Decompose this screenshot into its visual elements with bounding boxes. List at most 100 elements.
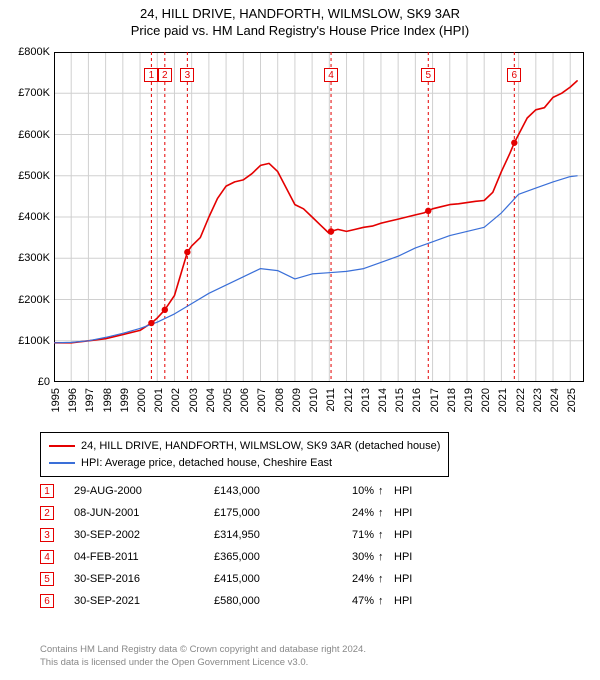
transaction-row: 4 04-FEB-2011£365,00030%↑HPI bbox=[40, 546, 412, 568]
legend-item: HPI: Average price, detached house, Ches… bbox=[49, 455, 440, 472]
y-axis-label: £500K bbox=[18, 170, 50, 182]
up-arrow-icon: ↑ bbox=[378, 551, 394, 563]
transaction-row: 6 30-SEP-2021£580,00047%↑HPI bbox=[40, 590, 412, 612]
x-axis-label: 2017 bbox=[429, 388, 441, 412]
x-axis-label: 2015 bbox=[394, 388, 406, 412]
transaction-price: £365,000 bbox=[214, 551, 314, 563]
footer-line1: Contains HM Land Registry data © Crown c… bbox=[40, 644, 366, 657]
chart: £0£100K£200K£300K£400K£500K£600K£700K£80… bbox=[54, 52, 584, 382]
transaction-row: 2 08-JUN-2001£175,00024%↑HPI bbox=[40, 502, 412, 524]
x-axis-label: 2023 bbox=[532, 388, 544, 412]
x-axis-label: 1995 bbox=[50, 388, 62, 412]
title-subtitle: Price paid vs. HM Land Registry's House … bbox=[0, 23, 600, 40]
transaction-price: £580,000 bbox=[214, 595, 314, 607]
transaction-suffix: HPI bbox=[394, 529, 412, 541]
legend-label: 24, HILL DRIVE, HANDFORTH, WILMSLOW, SK9… bbox=[81, 438, 440, 455]
x-axis-label: 2000 bbox=[136, 388, 148, 412]
x-axis-label: 1999 bbox=[119, 388, 131, 412]
x-axis-label: 2001 bbox=[153, 388, 165, 412]
event-marker: 1 bbox=[144, 68, 158, 82]
legend-swatch bbox=[49, 462, 75, 464]
x-axis-label: 2021 bbox=[497, 388, 509, 412]
x-axis-label: 2009 bbox=[291, 388, 303, 412]
y-axis-label: £600K bbox=[18, 129, 50, 141]
x-axis-label: 2011 bbox=[325, 388, 337, 412]
transaction-delta: 24% bbox=[314, 573, 378, 585]
up-arrow-icon: ↑ bbox=[378, 595, 394, 607]
transactions-table: 129-AUG-2000£143,00010%↑HPI208-JUN-2001£… bbox=[40, 480, 412, 612]
x-axis-label: 2022 bbox=[515, 388, 527, 412]
transaction-delta: 30% bbox=[314, 551, 378, 563]
x-axis-label: 2006 bbox=[239, 388, 251, 412]
legend-item: 24, HILL DRIVE, HANDFORTH, WILMSLOW, SK9… bbox=[49, 438, 440, 455]
transaction-row: 5 30-SEP-2016£415,00024%↑HPI bbox=[40, 568, 412, 590]
y-axis-label: £100K bbox=[18, 335, 50, 347]
transaction-date: 30-SEP-2016 bbox=[74, 573, 214, 585]
transaction-price: £175,000 bbox=[214, 507, 314, 519]
x-axis-label: 2018 bbox=[446, 388, 458, 412]
transaction-suffix: HPI bbox=[394, 551, 412, 563]
up-arrow-icon: ↑ bbox=[378, 507, 394, 519]
transaction-price: £415,000 bbox=[214, 573, 314, 585]
transaction-suffix: HPI bbox=[394, 595, 412, 607]
up-arrow-icon: ↑ bbox=[378, 529, 394, 541]
legend-label: HPI: Average price, detached house, Ches… bbox=[81, 455, 332, 472]
transaction-marker: 5 bbox=[40, 572, 54, 586]
footer-attribution: Contains HM Land Registry data © Crown c… bbox=[40, 644, 366, 670]
x-axis-label: 2024 bbox=[549, 388, 561, 412]
event-marker: 3 bbox=[180, 68, 194, 82]
transaction-marker: 3 bbox=[40, 528, 54, 542]
legend: 24, HILL DRIVE, HANDFORTH, WILMSLOW, SK9… bbox=[40, 432, 449, 477]
y-axis-label: £300K bbox=[18, 252, 50, 264]
x-axis-label: 2002 bbox=[170, 388, 182, 412]
title-block: 24, HILL DRIVE, HANDFORTH, WILMSLOW, SK9… bbox=[0, 0, 600, 40]
transaction-date: 30-SEP-2002 bbox=[74, 529, 214, 541]
transaction-marker: 4 bbox=[40, 550, 54, 564]
y-axis-label: £0 bbox=[38, 376, 50, 388]
title-address: 24, HILL DRIVE, HANDFORTH, WILMSLOW, SK9… bbox=[0, 6, 600, 23]
transaction-date: 04-FEB-2011 bbox=[74, 551, 214, 563]
transaction-suffix: HPI bbox=[394, 573, 412, 585]
footer-line2: This data is licensed under the Open Gov… bbox=[40, 657, 366, 670]
transaction-suffix: HPI bbox=[394, 485, 412, 497]
x-axis-label: 1997 bbox=[84, 388, 96, 412]
transaction-date: 08-JUN-2001 bbox=[74, 507, 214, 519]
x-axis-label: 2004 bbox=[205, 388, 217, 412]
up-arrow-icon: ↑ bbox=[378, 485, 394, 497]
transaction-delta: 71% bbox=[314, 529, 378, 541]
transaction-marker: 1 bbox=[40, 484, 54, 498]
chart-svg bbox=[54, 52, 584, 382]
x-axis-label: 2007 bbox=[256, 388, 268, 412]
transaction-price: £314,950 bbox=[214, 529, 314, 541]
transaction-date: 30-SEP-2021 bbox=[74, 595, 214, 607]
x-axis-label: 2005 bbox=[222, 388, 234, 412]
x-axis-label: 2003 bbox=[188, 388, 200, 412]
x-axis-label: 2020 bbox=[480, 388, 492, 412]
x-axis-label: 2014 bbox=[377, 388, 389, 412]
x-axis-label: 2010 bbox=[308, 388, 320, 412]
transaction-marker: 6 bbox=[40, 594, 54, 608]
x-axis-label: 2019 bbox=[463, 388, 475, 412]
legend-swatch bbox=[49, 445, 75, 447]
x-axis-label: 2008 bbox=[274, 388, 286, 412]
transaction-delta: 10% bbox=[314, 485, 378, 497]
transaction-delta: 24% bbox=[314, 507, 378, 519]
transaction-delta: 47% bbox=[314, 595, 378, 607]
transaction-date: 29-AUG-2000 bbox=[74, 485, 214, 497]
event-marker: 5 bbox=[421, 68, 435, 82]
transaction-price: £143,000 bbox=[214, 485, 314, 497]
y-axis-label: £400K bbox=[18, 211, 50, 223]
x-axis-label: 2016 bbox=[411, 388, 423, 412]
y-axis-label: £200K bbox=[18, 294, 50, 306]
transaction-marker: 2 bbox=[40, 506, 54, 520]
y-axis-label: £700K bbox=[18, 87, 50, 99]
event-marker: 2 bbox=[158, 68, 172, 82]
x-axis-label: 2025 bbox=[566, 388, 578, 412]
x-axis-label: 1998 bbox=[102, 388, 114, 412]
x-axis-label: 1996 bbox=[67, 388, 79, 412]
event-marker: 6 bbox=[507, 68, 521, 82]
x-axis-label: 2013 bbox=[360, 388, 372, 412]
event-marker: 4 bbox=[324, 68, 338, 82]
transaction-suffix: HPI bbox=[394, 507, 412, 519]
up-arrow-icon: ↑ bbox=[378, 573, 394, 585]
